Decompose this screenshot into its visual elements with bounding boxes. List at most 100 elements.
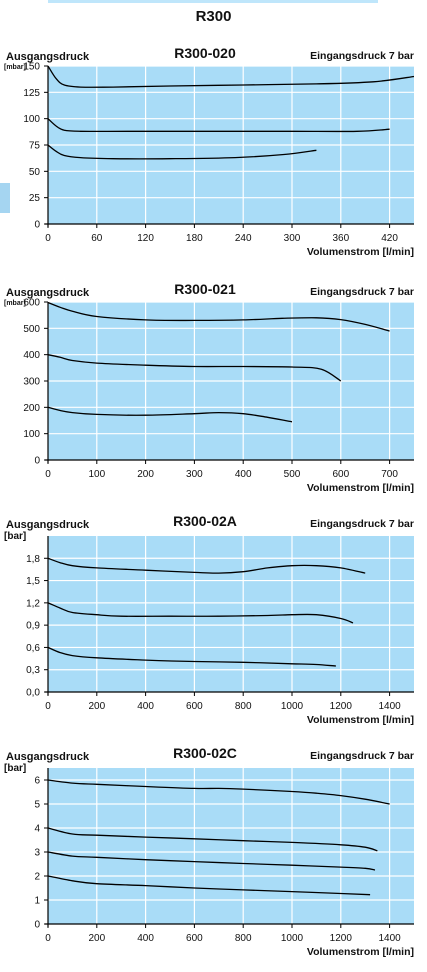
chart-panel-r300-02c: Ausgangsdruck [bar] R300-02C Eingangsdruck … — [0, 740, 427, 972]
chart-panel-r300-020: Ausgangsdruck [mbar] R300-020 Eingangsdruck… — [0, 40, 427, 272]
series-line-3 — [47, 406, 293, 423]
y-tick-label: 0 — [34, 220, 40, 231]
x-tick-label: 400 — [235, 469, 252, 480]
y-tick-label: 75 — [29, 141, 41, 152]
series-line-4 — [47, 875, 371, 896]
chart-panel-r300-021: Ausgangsdruck [mbar] R300-021 Eingangsdruck… — [0, 276, 427, 508]
y-tick-label: 500 — [23, 324, 40, 335]
y-tick-label: 0 — [34, 920, 40, 931]
y-tick-label: 0,6 — [26, 643, 40, 654]
y-tick-label: 3 — [34, 848, 40, 859]
series-line-1 — [47, 557, 366, 574]
y-tick-label: 1,5 — [26, 576, 40, 587]
inlet-pressure-note: Eingangsdruck 7 bar — [310, 50, 414, 62]
y-tick-label: 0,9 — [26, 621, 40, 632]
y-axis-label: Ausgangsdruck — [6, 287, 90, 299]
x-tick-label: 60 — [91, 233, 103, 244]
y-axis-unit: [mbar] — [4, 64, 26, 71]
x-tick-label: 360 — [332, 233, 349, 244]
x-tick-label: 1200 — [330, 701, 353, 712]
chart-title: R300-020 — [174, 45, 236, 61]
x-tick-label: 600 — [186, 933, 203, 944]
x-tick-label: 400 — [137, 701, 154, 712]
y-axis-label: Ausgangsdruck — [6, 751, 90, 763]
x-tick-label: 1000 — [281, 701, 304, 712]
x-tick-label: 700 — [381, 469, 398, 480]
y-axis-unit: [bar] — [4, 763, 26, 774]
x-tick-label: 1000 — [281, 933, 304, 944]
x-tick-label: 800 — [235, 933, 252, 944]
x-tick-label: 600 — [186, 701, 203, 712]
x-tick-label: 200 — [137, 469, 154, 480]
series-line-3 — [47, 144, 317, 160]
y-tick-label: 5 — [34, 800, 40, 811]
x-tick-label: 120 — [137, 233, 154, 244]
y-tick-label: 125 — [23, 88, 40, 99]
y-axis-unit: [bar] — [4, 531, 26, 542]
x-axis-label: Volumenstrom [l/min] — [307, 714, 414, 726]
y-tick-label: 300 — [23, 377, 40, 388]
inlet-pressure-note: Eingangsdruck 7 bar — [310, 518, 414, 530]
y-tick-label: 1,2 — [26, 598, 40, 609]
x-tick-label: 300 — [284, 233, 301, 244]
x-tick-label: 1400 — [378, 701, 401, 712]
x-tick-label: 1400 — [378, 933, 401, 944]
y-tick-label: 2 — [34, 872, 40, 883]
x-tick-label: 400 — [137, 933, 154, 944]
side-tab-marker — [0, 183, 10, 213]
x-tick-label: 600 — [332, 469, 349, 480]
series-line-3 — [47, 851, 376, 871]
page-title: R300 — [195, 8, 232, 25]
y-tick-label: 6 — [34, 776, 40, 787]
chart-panel-r300-02a: Ausgangsdruck [bar] R300-02A Eingangsdruck … — [0, 508, 427, 740]
x-tick-label: 200 — [88, 933, 105, 944]
header-rule — [48, 0, 378, 3]
series-line-1 — [47, 301, 390, 332]
x-tick-label: 240 — [235, 233, 252, 244]
series-line-2 — [47, 354, 342, 382]
chart-r300-02c: Ausgangsdruck[bar] R300-02C Eingangsdruck … — [4, 745, 414, 958]
series-line-3 — [47, 646, 336, 667]
x-tick-label: 0 — [45, 233, 51, 244]
x-tick-label: 800 — [235, 701, 252, 712]
x-axis-label: Volumenstrom [l/min] — [307, 946, 414, 958]
y-tick-label: 0 — [34, 456, 40, 467]
x-tick-label: 0 — [45, 701, 51, 712]
y-tick-label: 25 — [29, 193, 41, 204]
chart-r300-021: Ausgangsdruck[mbar] R300-021 Eingangsdruck… — [4, 281, 414, 494]
series-line-2 — [47, 118, 390, 133]
x-axis-label: Volumenstrom [l/min] — [307, 482, 414, 494]
y-tick-label: 50 — [29, 167, 41, 178]
chart-title: R300-021 — [174, 281, 236, 297]
y-axis-unit: [mbar] — [4, 300, 26, 307]
x-tick-label: 0 — [45, 933, 51, 944]
y-tick-label: 600 — [23, 298, 40, 309]
x-tick-label: 180 — [186, 233, 203, 244]
y-axis-label: Ausgangsdruck — [6, 51, 90, 63]
chart-title: R300-02A — [173, 513, 237, 529]
y-tick-label: 1 — [34, 896, 40, 907]
y-tick-label: 200 — [23, 403, 40, 414]
y-tick-label: 0,3 — [26, 665, 40, 676]
plot-area — [48, 536, 414, 692]
y-tick-label: 100 — [23, 114, 40, 125]
chart-r300-020: Ausgangsdruck[mbar] R300-020 Eingangsdruck… — [4, 45, 415, 258]
x-tick-label: 100 — [88, 469, 105, 480]
x-tick-label: 200 — [88, 701, 105, 712]
x-tick-label: 1200 — [330, 933, 353, 944]
x-tick-label: 500 — [284, 469, 301, 480]
y-axis-label: Ausgangsdruck — [6, 519, 90, 531]
chart-r300-02a: Ausgangsdruck[bar] R300-02A Eingangsdruck … — [4, 513, 414, 726]
y-tick-label: 400 — [23, 350, 40, 361]
y-tick-label: 100 — [23, 429, 40, 440]
series-line-2 — [47, 827, 378, 852]
y-tick-label: 0,0 — [26, 688, 40, 699]
y-tick-label: 4 — [34, 824, 40, 835]
chart-title: R300-02C — [173, 745, 237, 761]
inlet-pressure-note: Eingangsdruck 7 bar — [310, 750, 414, 762]
series-line-2 — [47, 602, 354, 624]
series-line-1 — [47, 779, 390, 805]
x-tick-label: 420 — [381, 233, 398, 244]
y-tick-label: 1,8 — [26, 554, 40, 565]
x-tick-label: 0 — [45, 469, 51, 480]
